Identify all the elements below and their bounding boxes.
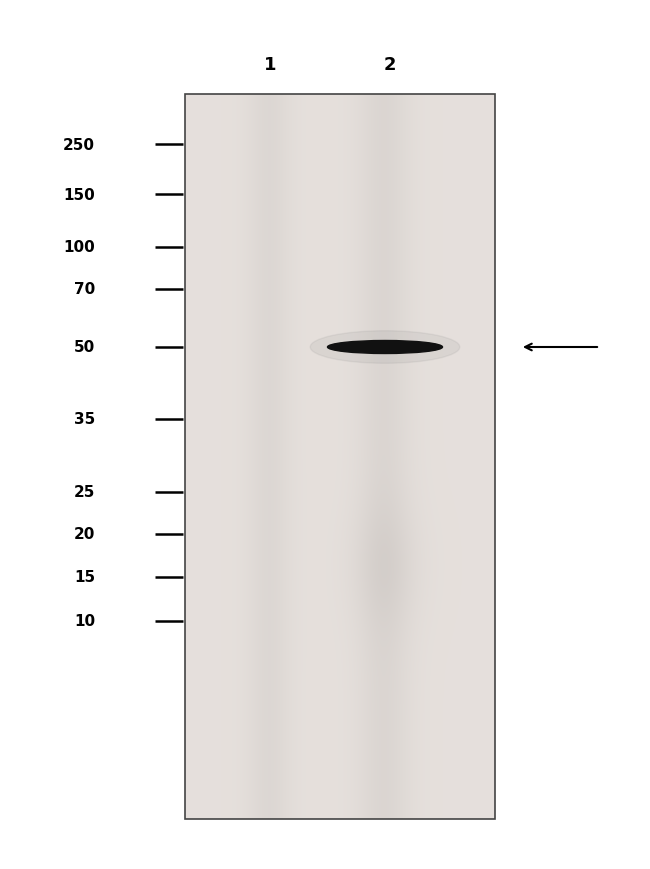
- Ellipse shape: [310, 331, 460, 364]
- Text: 10: 10: [74, 614, 95, 629]
- Bar: [185, 95, 495, 819]
- Text: 1: 1: [264, 56, 276, 74]
- Text: 250: 250: [63, 137, 95, 152]
- Text: 100: 100: [63, 240, 95, 255]
- Text: 15: 15: [74, 570, 95, 585]
- Text: 20: 20: [73, 527, 95, 542]
- Text: 2: 2: [384, 56, 396, 74]
- Ellipse shape: [328, 342, 443, 354]
- Text: 70: 70: [73, 282, 95, 297]
- Text: 35: 35: [73, 412, 95, 427]
- Text: 25: 25: [73, 485, 95, 500]
- Text: 150: 150: [63, 188, 95, 202]
- Text: 50: 50: [73, 340, 95, 355]
